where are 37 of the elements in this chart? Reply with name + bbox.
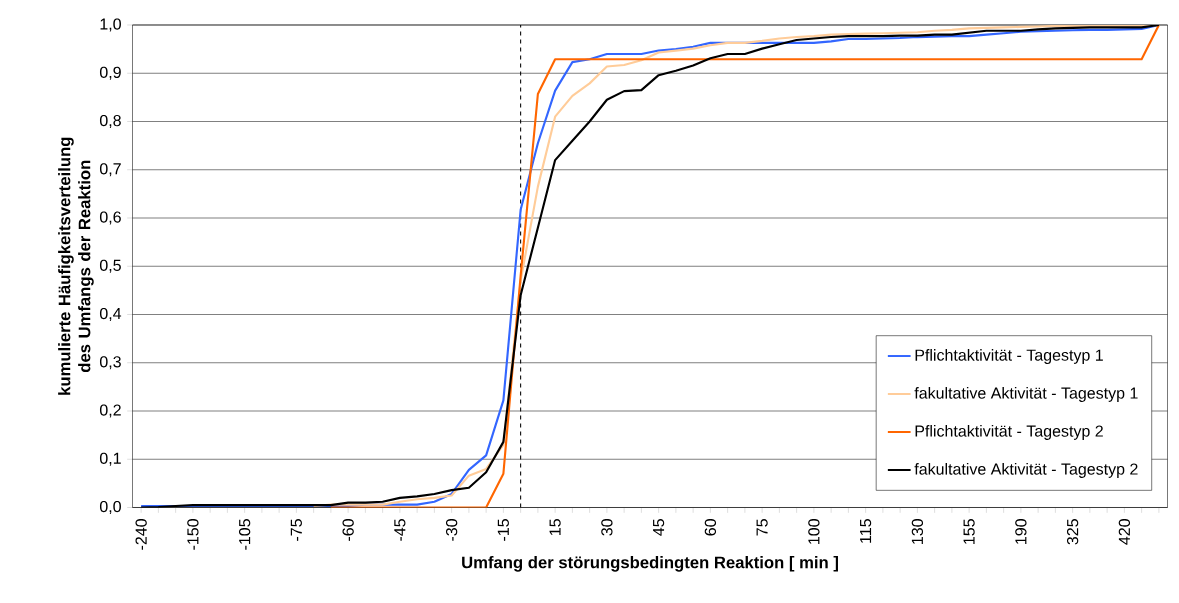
- x-tick-label: -15: [497, 519, 509, 541]
- y-tick-label: 0,9: [99, 66, 121, 80]
- legend-label: Pflichtaktivität - Tagestyp 2: [915, 425, 1103, 440]
- x-tick-label: 75: [756, 519, 768, 536]
- y-tick-label: 0,5: [99, 259, 121, 273]
- y-tick-label: 0,0: [99, 500, 121, 515]
- y-tick-label: 1,0: [100, 18, 121, 32]
- legend-label: fakultative Aktivität - Tagestyp 1: [914, 387, 1138, 402]
- y-axis-title: kumulierte Häufigkeitsverteilung des Umfangs der Reaktion: [58, 137, 94, 395]
- y-tick-label: 0,4: [99, 307, 122, 322]
- x-tick-label: 60: [704, 519, 717, 536]
- x-tick-label: 100: [808, 519, 820, 544]
- y-tick-label: 0,7: [99, 163, 121, 177]
- x-tick-label: 420: [1118, 519, 1131, 545]
- y-tick-label: 0,3: [99, 356, 121, 370]
- x-tick-label: -240: [135, 519, 147, 550]
- x-tick-label: 115: [860, 519, 872, 543]
- x-tick-label: 155: [963, 519, 975, 544]
- x-tick-label: 130: [911, 519, 924, 544]
- x-tick-label: 30: [601, 519, 613, 536]
- x-tick-label: 325: [1066, 519, 1079, 545]
- x-tick-label: 15: [549, 519, 561, 536]
- x-tick-label: -45: [394, 519, 406, 541]
- x-tick-label: 45: [653, 519, 665, 536]
- legend-label: fakultative Aktivität - Tagestyp 2: [914, 463, 1138, 478]
- x-tick-label: -150: [187, 519, 199, 550]
- y-tick-label: 0,1: [99, 452, 121, 466]
- legend-label: Pflichtaktivität - Tagestyp 1: [915, 349, 1103, 364]
- x-tick-label: 190: [1015, 519, 1027, 544]
- x-axis-title: Umfang der störungsbedingten Reaktion [ min ]: [462, 556, 838, 572]
- x-tick-label: -105: [238, 519, 251, 550]
- x-tick-label: -75: [290, 519, 302, 541]
- y-tick-label: 0,6: [99, 211, 121, 225]
- x-tick-label: -60: [342, 519, 354, 541]
- y-tick-label: 0,8: [99, 114, 121, 129]
- x-tick-label: -30: [445, 519, 458, 541]
- y-tick-label: 0,2: [99, 404, 121, 418]
